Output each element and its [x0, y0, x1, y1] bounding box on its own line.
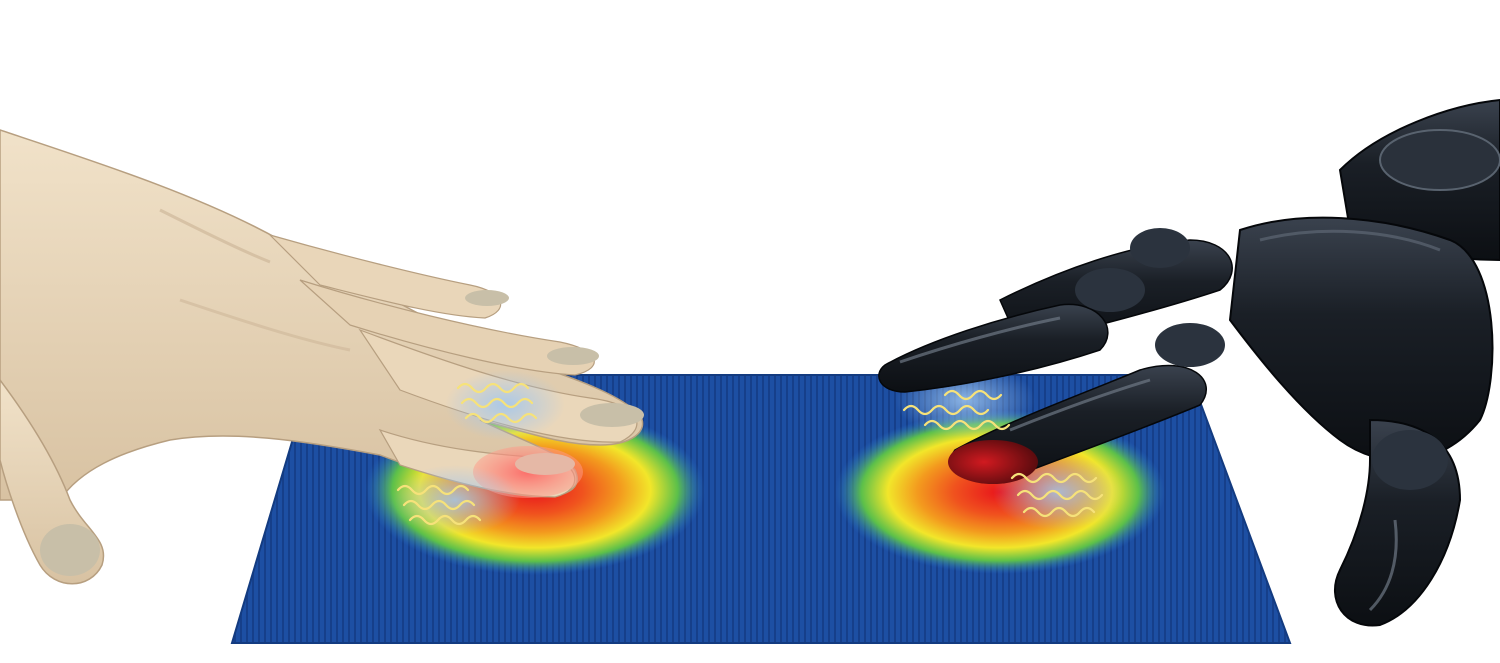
signal-glow-left-bottom	[390, 465, 520, 535]
nail-middle	[515, 453, 575, 475]
nail-ring	[547, 347, 599, 365]
fingertip-heat-right	[948, 440, 1038, 484]
robot-hand-icon	[878, 98, 1500, 627]
vibration-wave-icon	[396, 382, 1104, 526]
nail-thumb	[40, 524, 100, 576]
nail-little	[465, 290, 509, 306]
nail-index	[580, 403, 644, 427]
